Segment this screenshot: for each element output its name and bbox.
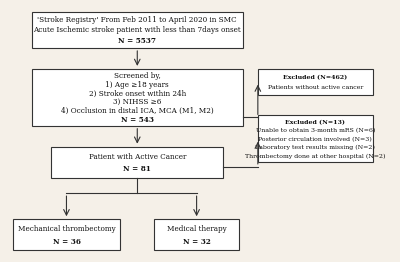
Text: Patient with Active Cancer: Patient with Active Cancer [88,152,186,161]
Text: Patients without active cancer: Patients without active cancer [268,85,363,90]
FancyBboxPatch shape [32,69,242,126]
FancyBboxPatch shape [51,146,223,178]
Text: N = 5537: N = 5537 [118,37,156,45]
FancyBboxPatch shape [258,69,373,95]
Text: N = 81: N = 81 [123,165,151,173]
Text: Posterior circulation involved (N=3): Posterior circulation involved (N=3) [258,137,372,142]
Text: N = 543: N = 543 [121,116,154,124]
FancyBboxPatch shape [32,12,242,48]
Text: 1) Age ≥18 years: 1) Age ≥18 years [106,81,169,89]
Text: Unable to obtain 3-month mRS (N=6): Unable to obtain 3-month mRS (N=6) [256,128,375,133]
Text: Acute Ischemic stroke patient with less than 7days onset: Acute Ischemic stroke patient with less … [33,26,241,34]
Text: 'Stroke Registry' From Feb 2011 to April 2020 in SMC: 'Stroke Registry' From Feb 2011 to April… [38,16,237,24]
Text: Screened by,: Screened by, [114,72,161,80]
Text: 3) NIHSS ≥6: 3) NIHSS ≥6 [113,98,162,106]
Text: Thrombectomy done at other hospital (N=2): Thrombectomy done at other hospital (N=2… [245,154,386,159]
Text: Laboratory test results missing (N=2): Laboratory test results missing (N=2) [255,145,375,150]
FancyBboxPatch shape [13,219,120,250]
Text: 2) Stroke onset within 24h: 2) Stroke onset within 24h [89,89,186,97]
FancyBboxPatch shape [258,116,373,162]
Text: 4) Occlusion in distal ICA, MCA (M1, M2): 4) Occlusion in distal ICA, MCA (M1, M2) [61,107,214,115]
Text: Excluded (N=462): Excluded (N=462) [283,74,347,80]
Text: N = 36: N = 36 [52,238,80,245]
Text: N = 32: N = 32 [183,238,210,245]
Text: Excluded (N=13): Excluded (N=13) [285,120,345,125]
Text: Medical therapy: Medical therapy [167,225,226,233]
Text: Mechanical thrombectomy: Mechanical thrombectomy [18,225,115,233]
FancyBboxPatch shape [154,219,239,250]
